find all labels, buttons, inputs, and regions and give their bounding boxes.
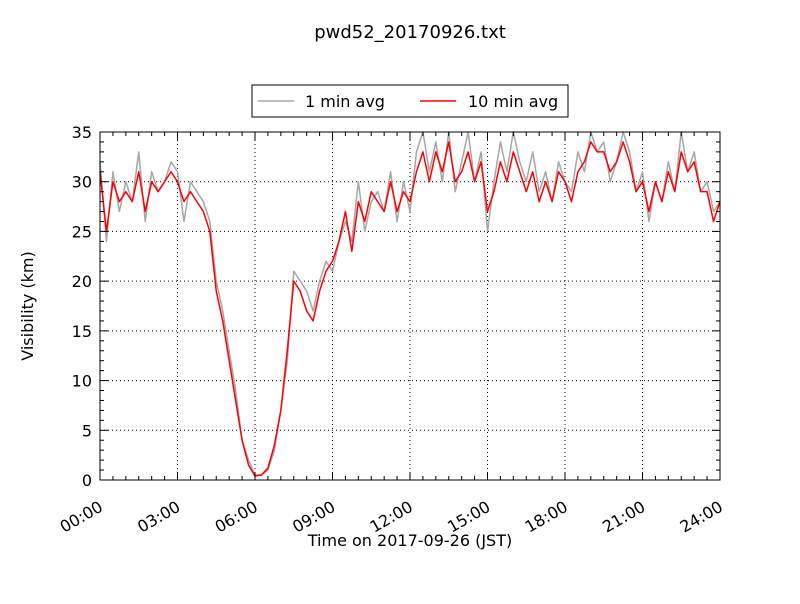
- y-tick-label: 15: [72, 322, 92, 341]
- legend-label-1-min-avg: 1 min avg: [305, 92, 385, 111]
- y-tick-label: 20: [72, 272, 92, 291]
- y-tick-label: 10: [72, 372, 92, 391]
- series-10-min-avg: [99, 141, 721, 477]
- y-tick-label: 25: [72, 222, 92, 241]
- legend-box: [251, 84, 569, 118]
- legend: 1 min avg 10 min avg: [251, 84, 569, 118]
- y-tick-label: 35: [72, 123, 92, 142]
- y-tick-label: 0: [82, 471, 92, 490]
- legend-label-10-min-avg: 10 min avg: [468, 92, 558, 111]
- y-tick-label: 30: [72, 173, 92, 192]
- y-axis-label: Visibility (km): [18, 251, 37, 360]
- y-tick-label: 5: [82, 421, 92, 440]
- axis-ticks: [99, 131, 721, 481]
- y-tick-labels: 0 5 10 15 20 25 30 35: [72, 123, 92, 490]
- chart-title: pwd52_20170926.txt: [314, 22, 506, 43]
- series-line: [99, 141, 721, 477]
- x-axis-label: Time on 2017-09-26 (JST): [307, 531, 512, 550]
- grid-lines: [100, 132, 720, 480]
